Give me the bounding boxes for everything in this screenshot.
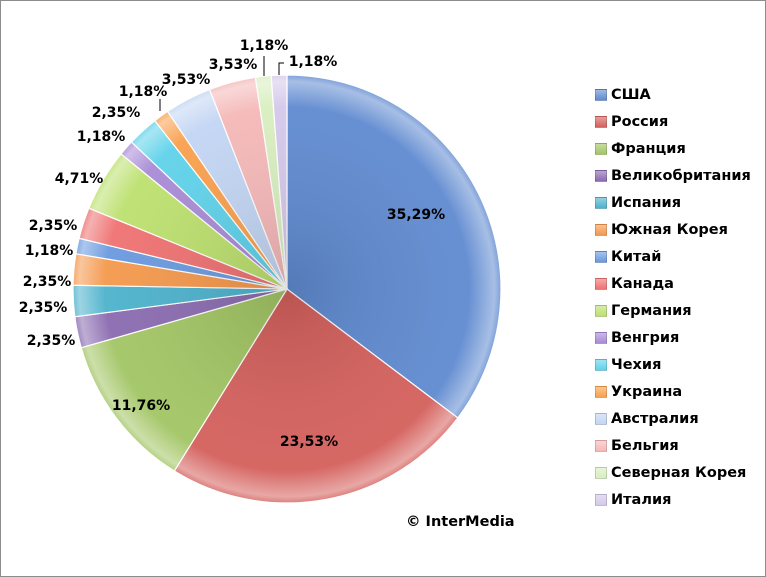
legend-item: Франция xyxy=(595,135,751,162)
data-label: 11,76% xyxy=(112,398,170,414)
legend-label: Китай xyxy=(611,248,662,265)
legend-swatch xyxy=(595,142,607,155)
pie-shading xyxy=(73,75,501,503)
data-label: 2,35% xyxy=(23,274,72,290)
legend-item: Украина xyxy=(595,378,751,405)
data-label: 23,53% xyxy=(280,434,338,450)
data-label: 2,35% xyxy=(27,333,76,349)
legend-item: Канада xyxy=(595,270,751,297)
data-label: 1,18% xyxy=(119,84,168,100)
legend-swatch xyxy=(595,304,607,317)
data-label: 1,18% xyxy=(240,38,289,54)
legend-swatch xyxy=(595,169,607,182)
legend-item: Австралия xyxy=(595,405,751,432)
legend-item: США xyxy=(595,81,751,108)
legend-label: Испания xyxy=(611,194,682,211)
legend-label: Франция xyxy=(611,140,686,157)
legend-swatch xyxy=(595,439,607,452)
legend-swatch xyxy=(595,277,607,290)
legend: США Россия Франция Великобритания Испания Южн… xyxy=(595,81,751,513)
legend-swatch xyxy=(595,385,607,398)
legend-swatch xyxy=(595,223,607,236)
legend-swatch xyxy=(595,331,607,344)
copyright: © InterMedia xyxy=(406,514,515,530)
legend-label: Россия xyxy=(611,113,669,130)
data-label: 2,35% xyxy=(29,218,78,234)
leader-lines xyxy=(159,56,284,111)
legend-swatch xyxy=(595,466,607,479)
data-label: 1,18% xyxy=(77,129,126,145)
legend-swatch xyxy=(595,412,607,425)
data-label: 1,18% xyxy=(25,243,74,259)
legend-label: Канада xyxy=(611,275,674,292)
data-label: 1,18% xyxy=(289,54,338,70)
legend-swatch xyxy=(595,493,607,506)
legend-label: Италия xyxy=(611,491,672,508)
legend-item: Великобритания xyxy=(595,162,751,189)
data-label: 2,35% xyxy=(19,300,68,316)
legend-item: Бельгия xyxy=(595,432,751,459)
legend-item: Китай xyxy=(595,243,751,270)
legend-swatch xyxy=(595,250,607,263)
leader-line xyxy=(278,62,284,75)
legend-label: Венгрия xyxy=(611,329,680,346)
data-label: 4,71% xyxy=(55,171,104,187)
legend-item: Южная Корея xyxy=(595,216,751,243)
legend-item: Чехия xyxy=(595,351,751,378)
legend-label: Северная Корея xyxy=(611,464,747,481)
legend-swatch xyxy=(595,196,607,209)
data-label: 3,53% xyxy=(162,72,211,88)
legend-label: Австралия xyxy=(611,410,699,427)
legend-item: Венгрия xyxy=(595,324,751,351)
data-label: 2,35% xyxy=(92,105,141,121)
legend-item: Италия xyxy=(595,486,751,513)
legend-label: Чехия xyxy=(611,356,662,373)
legend-label: Южная Корея xyxy=(611,221,728,238)
legend-label: США xyxy=(611,86,651,103)
legend-label: Бельгия xyxy=(611,437,679,454)
legend-label: Германия xyxy=(611,302,692,319)
data-label: 3,53% xyxy=(209,57,258,73)
legend-swatch xyxy=(595,358,607,371)
legend-item: Россия xyxy=(595,108,751,135)
legend-label: Украина xyxy=(611,383,683,400)
legend-item: Испания xyxy=(595,189,751,216)
legend-swatch xyxy=(595,115,607,128)
data-label: 35,29% xyxy=(387,207,445,223)
legend-swatch xyxy=(595,88,607,101)
legend-label: Великобритания xyxy=(611,167,751,184)
legend-item: Германия xyxy=(595,297,751,324)
legend-item: Северная Корея xyxy=(595,459,751,486)
